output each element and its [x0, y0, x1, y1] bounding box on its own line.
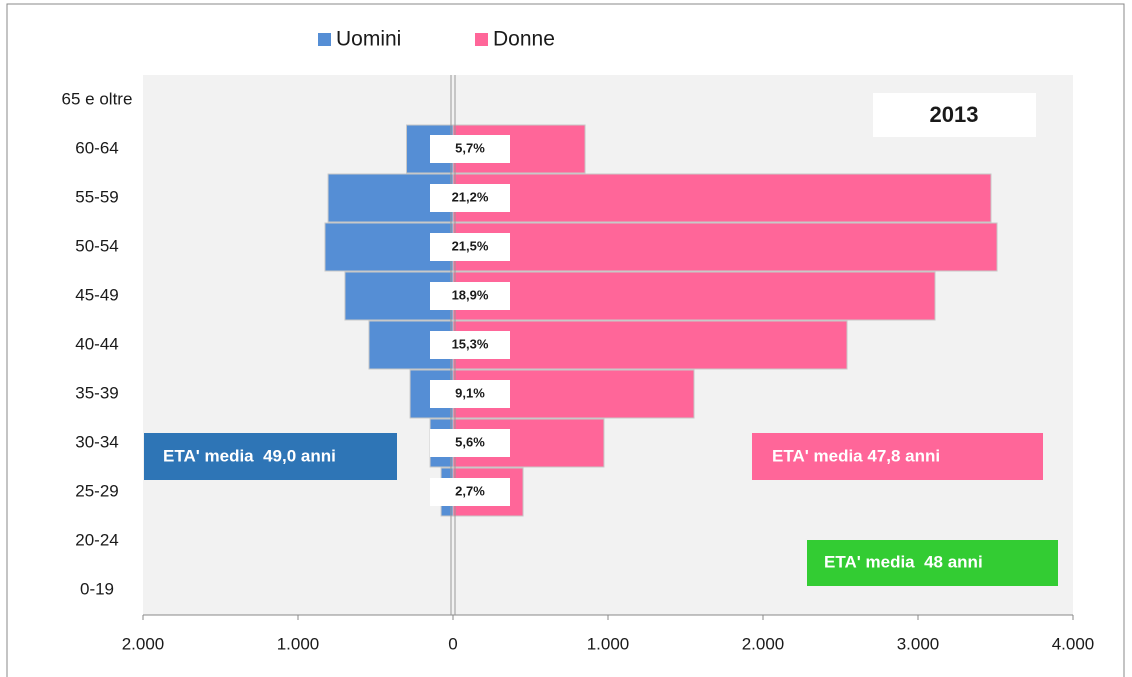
y-tick-label: 45-49 [75, 285, 118, 304]
men-average-box [144, 433, 397, 480]
label-box [430, 331, 510, 359]
x-tick-label: 4.000 [1052, 634, 1095, 653]
percent-label: 15,3% [452, 336, 489, 351]
x-tick-label: 3.000 [897, 634, 940, 653]
x-tick-label: 2.000 [122, 634, 165, 653]
bar [452, 320, 848, 370]
y-tick-label: 40-44 [75, 334, 118, 353]
y-tick-label: 25-29 [75, 481, 118, 500]
legend-swatch [318, 33, 331, 46]
label-box [430, 233, 510, 261]
label-box [430, 135, 510, 163]
year-label: 2013 [930, 102, 979, 127]
total-average-box [807, 540, 1058, 586]
label-box [430, 282, 510, 310]
women-average: ETA' media 47,8 anni [772, 446, 940, 465]
men-average: ETA' media 49,0 anni [163, 446, 336, 465]
women-average-box [752, 433, 1043, 480]
y-tick-label: 20-24 [75, 530, 118, 549]
legend-label: Uomini [336, 28, 401, 51]
bar [452, 271, 936, 321]
x-tick-label: 0 [448, 634, 457, 653]
percent-label: 2,7% [455, 483, 485, 498]
y-tick-label: 55-59 [75, 187, 118, 206]
legend-swatch [475, 33, 488, 46]
x-tick-label: 1.000 [587, 634, 630, 653]
bar [452, 173, 992, 223]
percent-label: 5,7% [455, 140, 485, 155]
label-box [430, 184, 510, 212]
label-box [430, 380, 510, 408]
percent-label: 21,2% [452, 189, 489, 204]
total-average: ETA' media 48 anni [824, 552, 983, 571]
legend-label: Donne [493, 28, 555, 51]
bar [452, 222, 998, 272]
y-tick-label: 35-39 [75, 383, 118, 402]
y-tick-label: 30-34 [75, 432, 118, 451]
percent-label: 18,9% [452, 287, 489, 302]
y-tick-label: 60-64 [75, 138, 118, 157]
y-tick-label: 50-54 [75, 236, 118, 255]
x-tick-label: 1.000 [277, 634, 320, 653]
label-box [430, 429, 510, 457]
percent-label: 5,6% [455, 434, 485, 449]
x-tick-label: 2.000 [742, 634, 785, 653]
year-box [873, 93, 1036, 137]
label-box [430, 478, 510, 506]
y-tick-label: 0-19 [80, 579, 114, 598]
y-tick-label: 65 e oltre [62, 89, 133, 108]
percent-label: 9,1% [455, 385, 485, 400]
percent-label: 21,5% [452, 238, 489, 253]
